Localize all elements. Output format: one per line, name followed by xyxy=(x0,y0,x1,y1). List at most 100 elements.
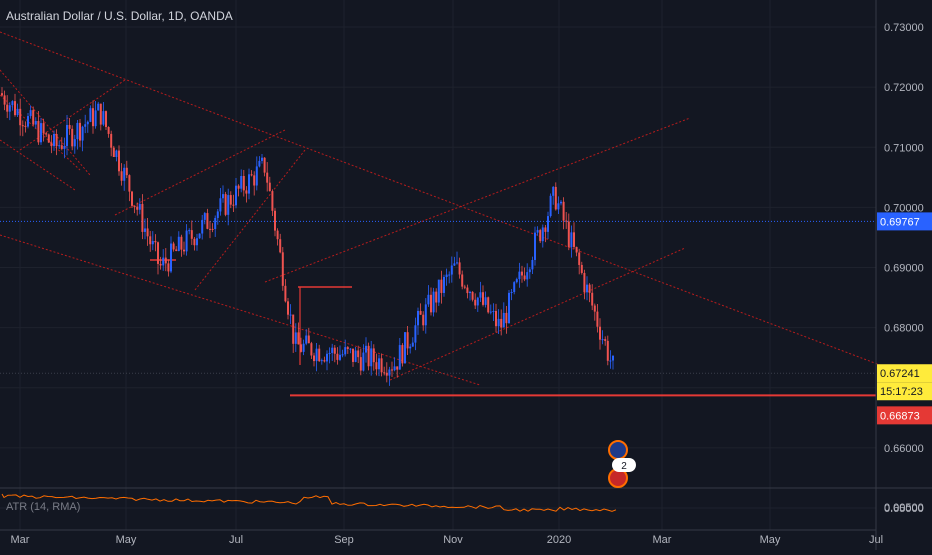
candle xyxy=(203,211,206,225)
candle xyxy=(274,208,276,237)
time-tick-label: Jul xyxy=(229,534,243,546)
candle xyxy=(84,114,87,134)
support-level-tag: 0.66873 xyxy=(880,410,920,422)
candle-body xyxy=(120,171,123,181)
candle-body xyxy=(245,190,248,194)
candle-body xyxy=(463,286,466,288)
current-price-tag-bg xyxy=(877,364,932,383)
candle xyxy=(367,342,370,371)
candle-body xyxy=(562,201,565,221)
candle-body xyxy=(510,291,513,293)
candle xyxy=(422,311,425,331)
candle xyxy=(448,271,451,284)
candle xyxy=(409,343,412,354)
candle xyxy=(107,126,110,138)
candle xyxy=(372,344,375,371)
candle xyxy=(240,169,243,193)
candle-body xyxy=(359,357,362,371)
candle-body xyxy=(606,340,609,361)
candle-body xyxy=(391,369,393,371)
candle-body xyxy=(55,133,58,147)
candle-body xyxy=(380,358,383,373)
chart-title: Australian Dollar / U.S. Dollar, 1D, OAN… xyxy=(6,9,233,23)
candle xyxy=(94,100,97,129)
candle-body xyxy=(404,332,406,364)
candle xyxy=(432,287,435,317)
candle xyxy=(235,178,237,209)
candle xyxy=(339,345,341,362)
candle xyxy=(476,296,479,312)
candle xyxy=(362,344,365,372)
candle-body xyxy=(211,228,214,230)
time-tick-label: Mar xyxy=(653,534,672,546)
candle-body xyxy=(357,350,360,358)
candle-body xyxy=(86,121,89,125)
candle-body xyxy=(60,145,63,149)
candle-body xyxy=(27,116,29,127)
time-tick-label: May xyxy=(760,534,781,546)
candle xyxy=(196,233,198,251)
candle xyxy=(536,226,539,236)
candle xyxy=(370,340,373,376)
candle-body xyxy=(443,276,445,293)
candle xyxy=(336,347,339,365)
candle xyxy=(565,211,568,229)
candle xyxy=(515,277,518,284)
candle-body xyxy=(71,128,74,147)
candle xyxy=(1,87,3,97)
candle-body xyxy=(92,108,94,127)
candle xyxy=(396,366,399,378)
candle xyxy=(281,247,284,291)
candle-body xyxy=(133,205,136,207)
candle-body xyxy=(79,122,81,141)
candle xyxy=(547,211,549,239)
candle xyxy=(573,222,575,249)
candle xyxy=(32,106,35,127)
candle xyxy=(164,248,167,272)
candle-body xyxy=(352,348,354,362)
candle-body xyxy=(474,299,477,306)
candle-body xyxy=(609,360,612,362)
candle-body xyxy=(50,142,53,147)
candle xyxy=(469,290,471,301)
candle-body xyxy=(596,311,599,327)
current-price-tag: 0.67241 xyxy=(880,368,920,380)
candle-body xyxy=(409,346,412,349)
candle xyxy=(404,332,406,364)
candle-body xyxy=(450,265,453,275)
candle xyxy=(541,224,544,248)
candle-body xyxy=(99,103,102,125)
candle-body xyxy=(8,105,11,112)
candle xyxy=(24,121,27,133)
candle-body xyxy=(440,279,443,293)
candle-body xyxy=(586,284,588,293)
candle xyxy=(333,344,336,363)
candle xyxy=(539,228,542,244)
candle xyxy=(505,306,508,334)
candle xyxy=(578,248,581,275)
candle xyxy=(567,213,570,251)
candle-body xyxy=(287,301,289,315)
candle-body xyxy=(110,133,113,148)
candle-body xyxy=(138,203,141,210)
candle-body xyxy=(541,227,544,242)
candle xyxy=(313,352,315,367)
trendline xyxy=(264,117,691,283)
candle xyxy=(406,326,409,355)
candle xyxy=(105,110,107,131)
candle-body xyxy=(557,203,560,210)
candle xyxy=(42,118,45,142)
candle-body xyxy=(185,230,188,252)
candle-body xyxy=(32,110,35,125)
candle xyxy=(349,347,352,354)
candle xyxy=(81,125,84,152)
candle xyxy=(229,191,232,209)
candle-body xyxy=(193,238,196,246)
candle xyxy=(79,119,81,147)
candle xyxy=(266,162,269,192)
candle xyxy=(253,171,256,196)
candle xyxy=(146,217,149,246)
candle xyxy=(68,118,71,135)
